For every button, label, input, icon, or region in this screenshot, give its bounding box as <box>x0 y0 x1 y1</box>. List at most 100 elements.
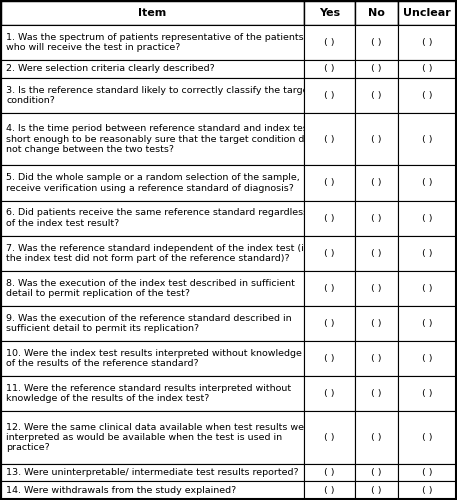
Bar <box>355 25 398 60</box>
Text: ( ): ( ) <box>372 214 382 222</box>
Text: ( ): ( ) <box>372 354 382 363</box>
Text: ( ): ( ) <box>324 354 335 363</box>
Text: 7. Was the reference standard independent of the index test (i.e.
the index test: 7. Was the reference standard independen… <box>6 244 316 263</box>
Bar <box>1 306 303 341</box>
Text: Unclear: Unclear <box>403 8 451 18</box>
Text: ( ): ( ) <box>422 468 432 477</box>
Text: 3. Is the reference standard likely to correctly classify the target
condition?: 3. Is the reference standard likely to c… <box>6 86 312 105</box>
Bar <box>355 482 398 499</box>
Bar <box>398 376 456 411</box>
Bar <box>355 200 398 235</box>
Text: ( ): ( ) <box>372 389 382 398</box>
Bar <box>303 306 355 341</box>
Text: ( ): ( ) <box>372 468 382 477</box>
Bar <box>303 60 355 78</box>
Bar <box>303 1 355 25</box>
Text: ( ): ( ) <box>422 214 432 222</box>
Bar <box>303 166 355 200</box>
Text: ( ): ( ) <box>422 134 432 143</box>
Bar <box>303 271 355 306</box>
Text: ( ): ( ) <box>324 486 335 494</box>
Text: 12. Were the same clinical data available when test results were
interpreted as : 12. Were the same clinical data availabl… <box>6 422 314 452</box>
Text: ( ): ( ) <box>324 468 335 477</box>
Bar <box>398 1 456 25</box>
Bar <box>303 341 355 376</box>
Text: ( ): ( ) <box>372 433 382 442</box>
Bar <box>1 411 303 464</box>
Bar <box>1 482 303 499</box>
Bar <box>398 113 456 166</box>
Text: ( ): ( ) <box>324 319 335 328</box>
Bar <box>303 411 355 464</box>
Text: ( ): ( ) <box>422 433 432 442</box>
Text: ( ): ( ) <box>422 178 432 188</box>
Text: 5. Did the whole sample or a random selection of the sample,
receive verificatio: 5. Did the whole sample or a random sele… <box>6 174 300 193</box>
Bar <box>355 166 398 200</box>
Text: ( ): ( ) <box>372 486 382 494</box>
Text: ( ): ( ) <box>324 64 335 74</box>
Bar <box>398 200 456 235</box>
Bar <box>398 236 456 271</box>
Bar <box>398 464 456 481</box>
Bar <box>303 236 355 271</box>
Bar <box>398 482 456 499</box>
Text: No: No <box>368 8 385 18</box>
Text: ( ): ( ) <box>372 319 382 328</box>
Text: ( ): ( ) <box>324 284 335 293</box>
Bar <box>355 341 398 376</box>
Text: ( ): ( ) <box>324 178 335 188</box>
Bar <box>398 271 456 306</box>
Bar <box>398 341 456 376</box>
Bar <box>355 376 398 411</box>
Text: ( ): ( ) <box>422 38 432 47</box>
Bar <box>1 376 303 411</box>
Text: ( ): ( ) <box>372 178 382 188</box>
Bar <box>355 306 398 341</box>
Bar <box>303 113 355 166</box>
Text: ( ): ( ) <box>324 248 335 258</box>
Text: ( ): ( ) <box>324 134 335 143</box>
Bar <box>398 166 456 200</box>
Text: ( ): ( ) <box>324 214 335 222</box>
Text: ( ): ( ) <box>422 354 432 363</box>
Text: ( ): ( ) <box>422 64 432 74</box>
Text: ( ): ( ) <box>372 90 382 100</box>
Bar <box>398 78 456 113</box>
Text: ( ): ( ) <box>324 389 335 398</box>
Text: ( ): ( ) <box>372 64 382 74</box>
Text: 9. Was the execution of the reference standard described in
sufficient detail to: 9. Was the execution of the reference st… <box>6 314 292 333</box>
Bar <box>1 271 303 306</box>
Text: 10. Were the index test results interpreted without knowledge
of the results of : 10. Were the index test results interpre… <box>6 349 302 368</box>
Text: ( ): ( ) <box>422 319 432 328</box>
Text: ( ): ( ) <box>422 248 432 258</box>
Bar <box>303 200 355 235</box>
Bar <box>1 1 303 25</box>
Text: ( ): ( ) <box>422 389 432 398</box>
Bar <box>1 200 303 235</box>
Text: 11. Were the reference standard results interpreted without
knowledge of the res: 11. Were the reference standard results … <box>6 384 291 404</box>
Text: ( ): ( ) <box>324 38 335 47</box>
Bar <box>303 376 355 411</box>
Bar <box>355 411 398 464</box>
Text: ( ): ( ) <box>372 248 382 258</box>
Bar <box>355 1 398 25</box>
Bar <box>1 78 303 113</box>
Bar <box>303 464 355 481</box>
Bar <box>1 341 303 376</box>
Bar <box>355 271 398 306</box>
Bar <box>355 464 398 481</box>
Text: 8. Was the execution of the index test described in sufficient
detail to permit : 8. Was the execution of the index test d… <box>6 278 295 298</box>
Bar <box>303 482 355 499</box>
Text: ( ): ( ) <box>372 284 382 293</box>
Bar <box>1 166 303 200</box>
Bar <box>355 78 398 113</box>
Text: 14. Were withdrawals from the study explained?: 14. Were withdrawals from the study expl… <box>6 486 236 494</box>
Bar <box>355 236 398 271</box>
Bar <box>398 25 456 60</box>
Text: ( ): ( ) <box>372 134 382 143</box>
Text: 6. Did patients receive the same reference standard regardless
of the index test: 6. Did patients receive the same referen… <box>6 208 308 228</box>
Text: Item: Item <box>138 8 166 18</box>
Bar <box>398 306 456 341</box>
Text: ( ): ( ) <box>324 90 335 100</box>
Bar <box>1 464 303 481</box>
